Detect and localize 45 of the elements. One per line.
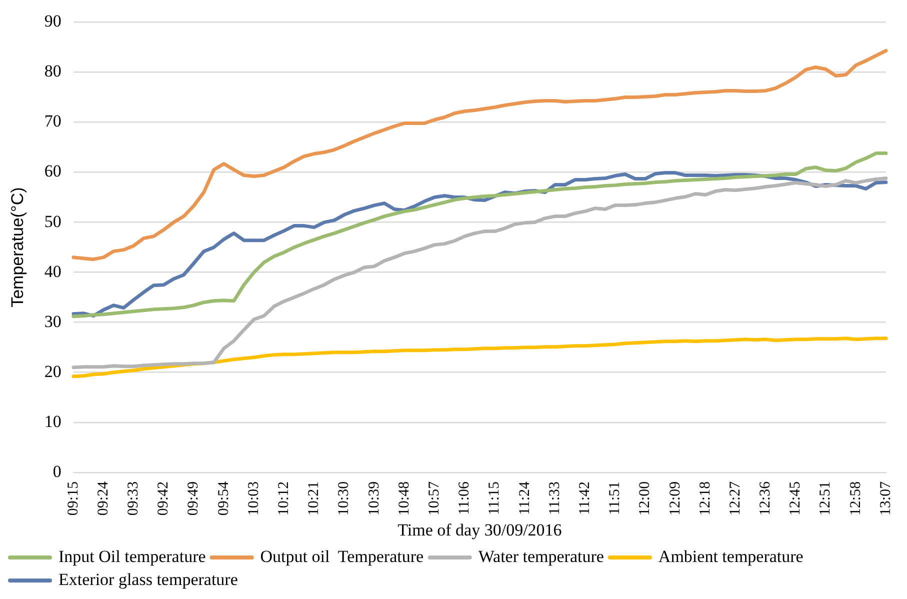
x-tick-label: 11:24: [516, 480, 533, 516]
legend-label: Input Oil temperature: [58, 546, 206, 566]
y-tick-label: 50: [44, 212, 62, 231]
x-tick-label: 09:24: [95, 480, 112, 516]
legend-label: Ambient temperature: [658, 546, 804, 566]
x-tick-label: 11:42: [576, 481, 593, 516]
y-tick-label: 30: [44, 312, 62, 331]
x-tick-label: 11:33: [546, 481, 563, 516]
y-tick-label: 80: [44, 62, 62, 81]
x-tick-label: 12:00: [637, 481, 654, 516]
y-tick-label: 70: [44, 112, 62, 131]
x-tick-label: 12:36: [758, 480, 774, 516]
x-axis-title: Time of day 30/09/2016: [398, 520, 562, 540]
legend-label: Water temperature: [478, 546, 604, 566]
x-tick-label: 09:33: [126, 481, 142, 516]
x-tick-label: 11:15: [486, 481, 503, 516]
x-tick-label: 10:12: [276, 481, 292, 516]
x-tick-label: 09:42: [156, 481, 172, 516]
y-tick-label: 90: [44, 12, 62, 31]
x-tick-label: 11:06: [456, 480, 473, 516]
x-tick-label: 11:51: [607, 481, 624, 516]
legend-label: Output oil Temperature: [260, 546, 424, 566]
x-tick-label: 09:54: [216, 480, 232, 516]
x-tick-label: 12:09: [667, 481, 684, 516]
x-tick-label: 12:18: [697, 481, 714, 516]
x-tick-label: 10:21: [306, 481, 322, 516]
x-tick-label: 10:48: [396, 481, 412, 516]
x-tick-label: 13:07: [878, 480, 894, 516]
x-tick-label: 10:30: [336, 481, 352, 516]
x-tick-label: 12:58: [848, 481, 864, 516]
x-tick-label: 10:57: [426, 480, 442, 516]
x-tick-label: 10:39: [366, 481, 382, 516]
y-tick-label: 60: [44, 162, 62, 181]
y-tick-label: 20: [44, 362, 62, 381]
y-tick-label: 0: [52, 462, 62, 481]
x-tick-label: 10:03: [246, 481, 262, 516]
y-tick-label: 40: [44, 262, 62, 281]
x-tick-label: 09:15: [65, 481, 82, 516]
legend-label: Exterior glass temperature: [58, 570, 238, 589]
y-axis-title: Temperatue(°C): [8, 187, 27, 308]
x-tick-label: 12:27: [727, 480, 744, 516]
x-tick-label: 12:45: [788, 481, 804, 516]
x-tick-label: 09:49: [186, 481, 202, 516]
y-tick-label: 10: [44, 412, 62, 431]
x-tick-label: 12:51: [818, 481, 834, 516]
